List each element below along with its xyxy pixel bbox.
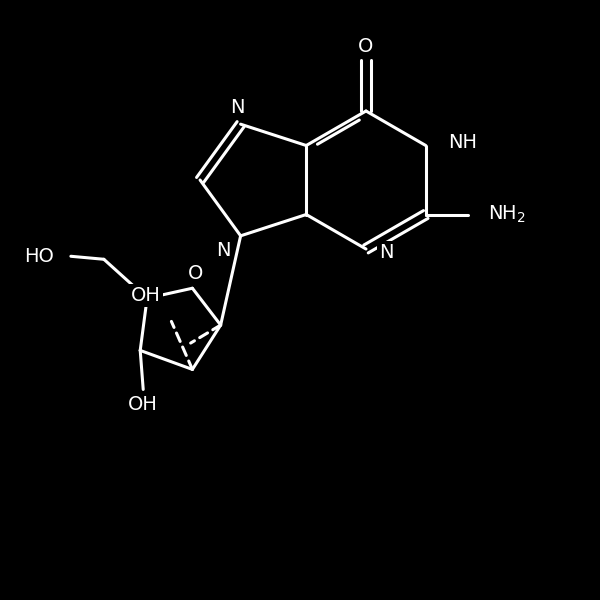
Text: NH$_2$: NH$_2$ (488, 204, 526, 225)
Text: OH: OH (131, 286, 161, 305)
Text: N: N (230, 98, 245, 117)
Text: N: N (217, 241, 231, 260)
Text: O: O (188, 264, 203, 283)
Text: O: O (358, 37, 374, 56)
Text: N: N (379, 242, 394, 262)
Text: NH: NH (449, 133, 478, 152)
Text: OH: OH (128, 395, 158, 414)
Text: HO: HO (24, 247, 54, 266)
